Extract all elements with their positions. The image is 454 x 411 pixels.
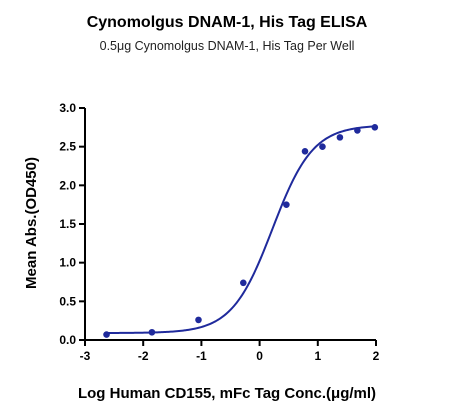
data-points (103, 124, 379, 338)
x-tick-label: -3 (80, 349, 91, 363)
data-point (103, 331, 110, 338)
data-point (371, 124, 379, 131)
x-tick-label: -2 (138, 349, 149, 363)
data-point (336, 134, 344, 141)
y-tick-label: 2.0 (59, 178, 76, 192)
data-point (240, 279, 247, 287)
x-tick-label: 1 (314, 349, 321, 363)
chart-title: Cynomolgus DNAM-1, His Tag ELISA (86, 14, 368, 31)
y-tick-label: 3.0 (59, 101, 76, 115)
x-tick-label: -1 (196, 349, 207, 363)
data-point (354, 127, 361, 134)
x-tick-label: 0 (256, 349, 263, 363)
x-axis-label: Log Human CD155, mFc Tag Conc.(μg/ml) (78, 385, 376, 402)
data-point (195, 316, 202, 324)
y-tick-label: 1.0 (59, 256, 76, 270)
y-tick-label: 0.0 (59, 333, 76, 347)
data-point (319, 143, 326, 150)
fit-curve (106, 125, 375, 334)
axes: 0.0 0.5 1.0 1.5 2.0 2.5 3.0 -3 -2 -1 0 1 2 (59, 101, 379, 363)
data-point (148, 328, 156, 336)
x-tick-label: 2 (373, 349, 380, 363)
y-axis-label: Mean Abs.(OD450) (23, 157, 40, 289)
chart-subtitle: 0.5μg Cynomolgus DNAM-1, His Tag Per Wel… (99, 39, 355, 53)
y-tick-label: 1.5 (59, 217, 76, 231)
data-point (283, 201, 290, 208)
y-tick-label: 2.5 (59, 140, 76, 154)
y-tick-label: 0.5 (59, 294, 76, 308)
data-point (301, 148, 309, 155)
fit-curve-group (106, 125, 375, 334)
